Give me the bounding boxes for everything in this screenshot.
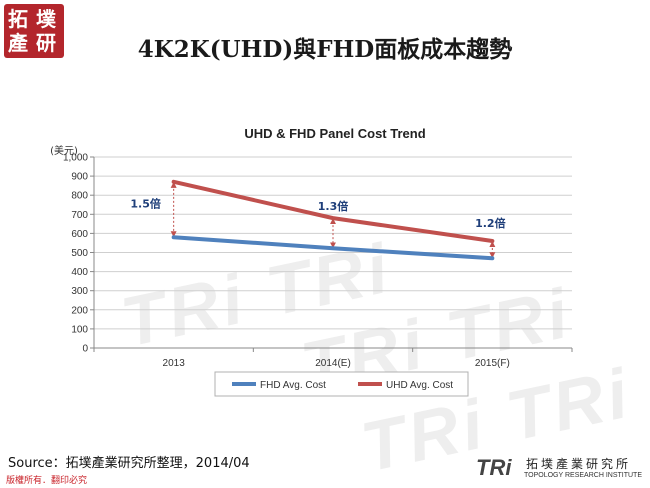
ratio-annotation: 1.2倍	[475, 216, 506, 230]
brand-name-en: TOPOLOGY RESEARCH INSTITUTE	[524, 472, 642, 479]
y-tick-label: 500	[71, 248, 88, 259]
brand-name-cn: 拓墣產業研究所	[526, 457, 632, 471]
logo-char-1: 拓	[8, 7, 28, 31]
x-tick-label: 2013	[163, 358, 186, 369]
source-note: Source：拓墣產業研究所整理，2014/04	[8, 456, 250, 471]
y-tick-label: 700	[71, 210, 88, 221]
ratio-annotation: 1.3倍	[318, 199, 349, 213]
company-logo: 拓 墣 產 研	[4, 4, 64, 58]
y-tick-label: 900	[71, 172, 88, 183]
y-tick-label: 800	[71, 191, 88, 202]
logo-char-4: 研	[36, 31, 56, 55]
brand-footer: TRi 拓墣產業研究所 TOPOLOGY RESEARCH INSTITUTE	[476, 455, 646, 483]
y-tick-label: 200	[71, 305, 88, 316]
x-tick-label: 2014(E)	[315, 358, 351, 369]
logo-char-2: 墣	[36, 7, 56, 31]
legend-box	[214, 371, 469, 397]
series-line-fhd	[171, 235, 495, 261]
y-axis-label: (美元)	[50, 144, 78, 157]
legend-label: UHD Avg. Cost	[386, 380, 453, 391]
logo-char-3: 產	[8, 31, 28, 55]
y-tick-label: 300	[71, 286, 88, 297]
slide-title: 4K2K(UHD)與FHD面板成本趨勢	[137, 36, 513, 63]
x-tick-label: 2015(F)	[475, 358, 510, 369]
y-tick-label: 0	[82, 344, 88, 355]
legend-label: FHD Avg. Cost	[260, 380, 326, 391]
brand-tri: TRi	[476, 455, 512, 480]
copyright-note: 版權所有．翻印必究	[6, 476, 88, 486]
ratio-annotation: 1.5倍	[130, 197, 161, 211]
chart-title: UHD & FHD Panel Cost Trend	[244, 126, 425, 141]
y-tick-label: 600	[71, 229, 88, 240]
series-line-uhd	[171, 179, 495, 244]
y-tick-label: 1,000	[63, 153, 88, 164]
y-tick-label: 100	[71, 324, 88, 335]
y-tick-label: 400	[71, 267, 88, 278]
